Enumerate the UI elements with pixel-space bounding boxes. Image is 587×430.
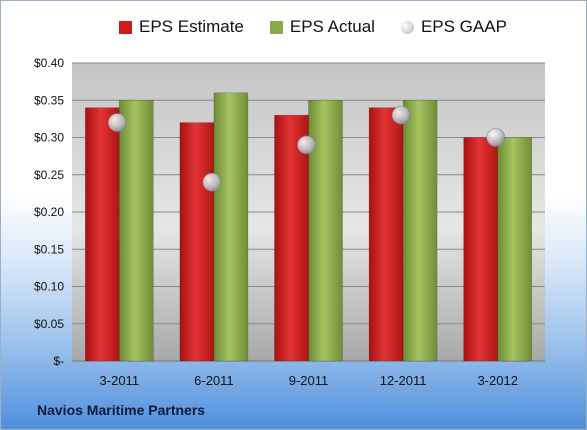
y-tick-label: $0.10 [34,280,64,294]
y-tick-label: $0.35 [34,93,64,107]
y-tick-label: $0.25 [34,168,64,182]
x-tick-label: 12-2011 [380,373,427,388]
point-eps-gaap [486,128,506,147]
legend-item-estimate: EPS Estimate [119,17,244,37]
y-tick-label: $0.40 [34,56,64,70]
bar-eps-actual [402,99,438,362]
y-tick-label: $0.30 [34,131,64,145]
company-name: Navios Maritime Partners [37,402,206,418]
eps-chart: $- $0.05 $0.10 $0.15 $0.20 $0.25 $0.30 $0.35 $0.… [34,56,545,388]
legend-item-actual: EPS Actual [269,17,375,37]
x-tick-label: 9-2011 [289,373,329,388]
bar-eps-actual [497,137,533,362]
bar-eps-estimate [85,107,120,362]
bar-eps-estimate [274,114,309,362]
point-eps-gaap [297,135,316,155]
bar-eps-estimate [463,137,499,362]
point-eps-gaap [108,113,127,132]
legend-label-gaap: EPS GAAP [420,17,507,36]
x-tick-label: 6-2011 [194,373,234,388]
y-tick-label: $0.20 [34,205,64,219]
legend-swatch-actual [269,20,283,34]
legend-label-actual: EPS Actual [289,17,375,36]
legend-swatch-gaap [400,20,414,34]
x-tick-label: 3-2011 [100,373,140,388]
bar-eps-actual [119,99,154,362]
bar-eps-estimate [179,122,215,362]
bar-eps-estimate [368,107,404,362]
legend-swatch-estimate [119,20,132,34]
y-tick-label: $- [53,354,64,368]
y-tick-label: $0.05 [34,317,64,331]
legend-item-gaap: EPS GAAP [400,17,507,37]
point-eps-gaap [391,105,411,125]
legend-label-estimate: EPS Estimate [139,17,244,36]
point-eps-gaap [202,172,222,192]
legend: EPS Estimate EPS Actual EPS GAAP [119,17,507,37]
x-tick-label: 3-2012 [477,373,517,388]
bar-eps-actual [213,92,249,362]
y-tick-label: $0.15 [34,242,64,256]
